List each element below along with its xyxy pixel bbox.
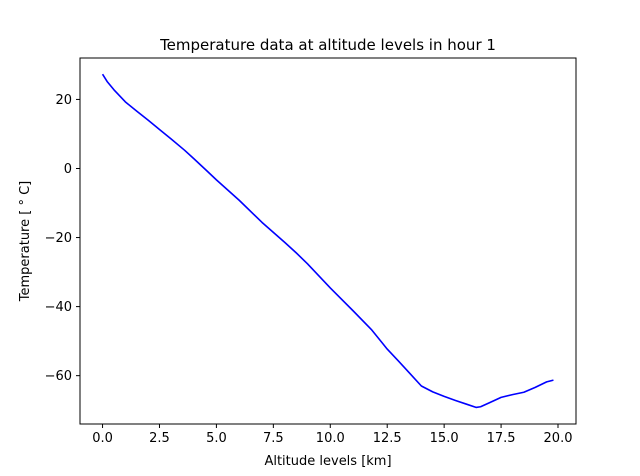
x-tick-label: 5.0 (206, 431, 227, 446)
x-tick-label: 10.0 (316, 431, 345, 446)
x-tick-label: 20.0 (544, 431, 573, 446)
x-axis-label: Altitude levels [km] (264, 454, 391, 469)
x-tick-label: 2.5 (149, 431, 170, 446)
chart-title: Temperature data at altitude levels in h… (159, 36, 496, 54)
y-tick-label: 0 (64, 162, 72, 177)
y-tick-label: 20 (55, 93, 72, 108)
x-tick-label: 12.5 (373, 431, 402, 446)
plot-area: 0.0 2.5 5.0 7.5 10.0 12.5 15.0 17.5 20.0 −60 −40 −2… (45, 57, 577, 446)
plot-frame (79, 57, 577, 425)
x-tick-label: 17.5 (487, 431, 516, 446)
x-tick-label: 7.5 (263, 431, 284, 446)
x-tick-label: 15.0 (430, 431, 459, 446)
x-tick-label: 0.0 (92, 431, 113, 446)
y-tick-label: −20 (45, 231, 72, 246)
y-tick-label: −60 (45, 369, 72, 384)
y-axis-label: Temperature [ ° C] (18, 181, 33, 302)
series-line-0 (101, 73, 554, 409)
y-tick-label: −40 (45, 300, 72, 315)
